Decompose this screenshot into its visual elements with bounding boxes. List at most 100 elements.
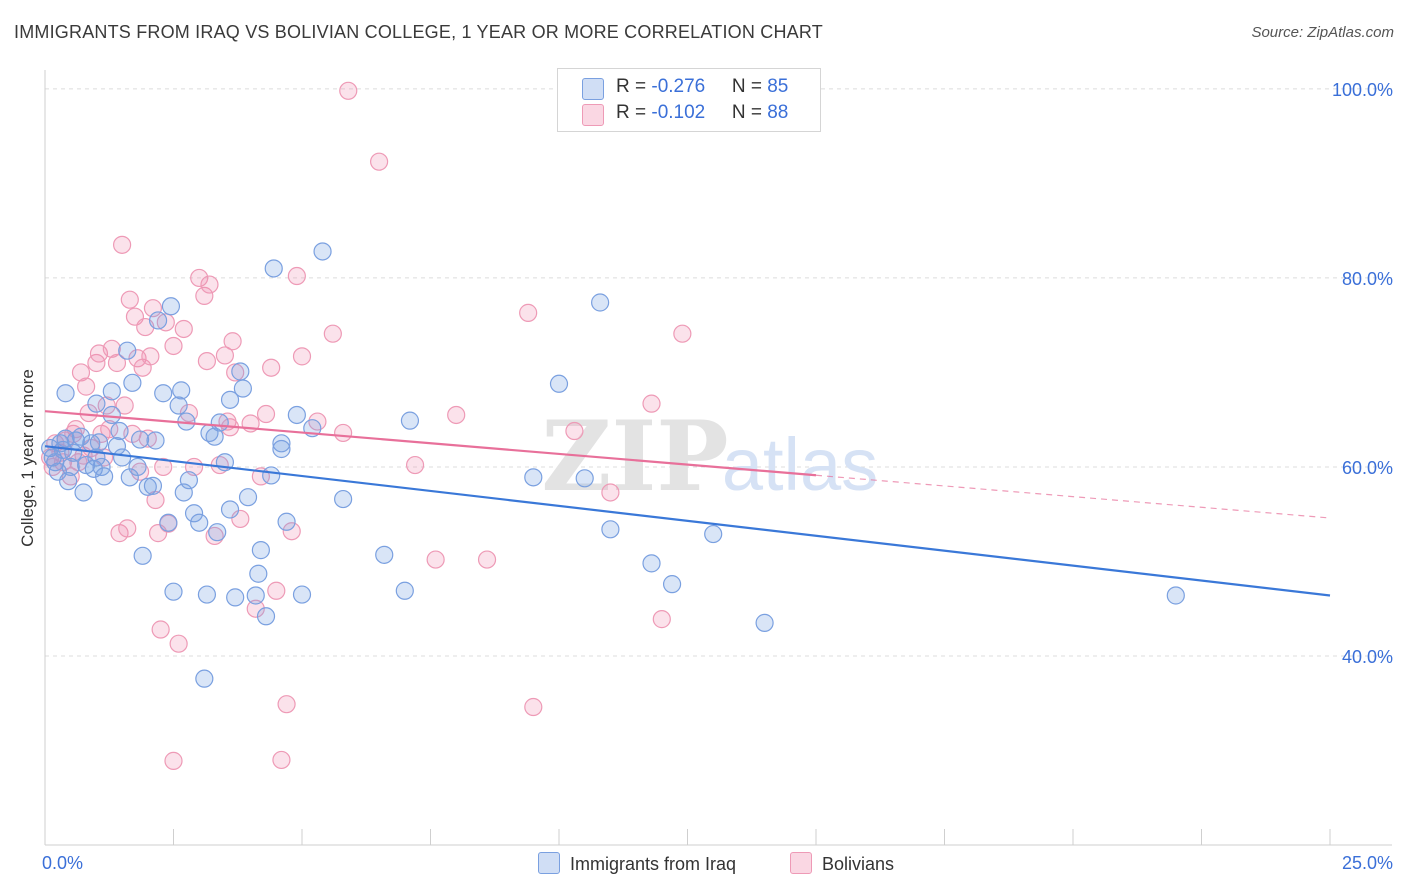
- data-point-bolivians: [673, 324, 692, 343]
- data-point-bolivians: [267, 581, 286, 600]
- data-point-iraq: [238, 488, 258, 507]
- y-axis-label: College, 1 year or more: [18, 369, 37, 547]
- data-point-iraq: [148, 311, 168, 330]
- data-point-iraq: [208, 523, 227, 542]
- data-point-bolivians: [246, 599, 265, 618]
- x-tick-labels: 0.0% 25.0%: [42, 853, 1393, 873]
- data-point-iraq: [74, 483, 93, 502]
- data-point-iraq: [334, 489, 353, 509]
- data-point-iraq: [179, 471, 199, 490]
- data-point-bolivians: [71, 363, 91, 382]
- data-point-iraq: [272, 434, 291, 453]
- data-point-iraq: [102, 382, 121, 401]
- correlation-legend: R = -0.276 N = 85 R = -0.102 N = 88: [557, 68, 821, 132]
- data-point-iraq: [112, 448, 132, 467]
- data-point-iraq: [1166, 586, 1185, 605]
- data-point-bolivians: [200, 275, 219, 294]
- legend-n-value-bolivians: 88: [767, 102, 789, 123]
- data-point-iraq: [704, 524, 723, 544]
- data-point-bolivians: [339, 81, 358, 100]
- data-point-iraq: [133, 546, 152, 565]
- data-point-iraq: [277, 512, 296, 531]
- data-point-iraq: [56, 384, 75, 403]
- data-point-iraq: [128, 457, 147, 477]
- series-bolivians-points: [41, 81, 692, 770]
- data-point-iraq: [95, 467, 114, 486]
- source-label: Source: ZipAtlas.com: [1251, 24, 1394, 41]
- y-tick-labels: 40.0% 60.0% 80.0% 100.0%: [1332, 80, 1393, 667]
- data-point-iraq: [61, 457, 80, 477]
- data-point-bolivians: [323, 324, 342, 343]
- data-point-bolivians: [118, 519, 137, 538]
- data-point-bolivians: [565, 421, 584, 441]
- data-point-bolivians: [652, 610, 671, 629]
- data-point-bolivians: [282, 522, 301, 541]
- data-point-bolivians: [164, 751, 183, 770]
- data-point-bolivians: [115, 396, 134, 415]
- data-point-iraq: [272, 439, 291, 459]
- data-point-iraq: [251, 541, 270, 560]
- data-point-iraq: [172, 381, 191, 400]
- data-point-bolivians: [102, 339, 121, 358]
- data-point-iraq: [118, 341, 137, 360]
- legend-n-label: N =: [731, 102, 768, 123]
- data-point-iraq: [591, 293, 610, 312]
- axes: [44, 70, 1392, 846]
- data-point-iraq: [110, 421, 129, 441]
- data-point-iraq: [87, 394, 106, 413]
- data-point-bolivians: [292, 347, 312, 366]
- legend-swatch-bolivians: [790, 852, 812, 874]
- data-point-bolivians: [426, 550, 445, 569]
- data-point-iraq: [400, 411, 420, 430]
- legend-item-iraq[interactable]: Immigrants from Iraq: [538, 852, 736, 875]
- data-point-bolivians: [524, 697, 543, 717]
- legend-r-label: R =: [616, 76, 652, 97]
- legend-swatch-bolivians: [582, 104, 604, 126]
- legend-r-value-iraq: -0.276: [651, 76, 706, 97]
- legend-r-value-bolivians: -0.102: [651, 102, 706, 123]
- data-point-iraq: [375, 545, 394, 564]
- data-point-iraq: [205, 427, 224, 446]
- data-point-bolivians: [272, 750, 291, 770]
- data-point-iraq: [233, 379, 252, 398]
- watermark-zip: ZIP: [541, 400, 728, 513]
- y-tick-label: 40.0%: [1342, 647, 1393, 667]
- data-point-iraq: [256, 607, 276, 626]
- legend-item-bolivians[interactable]: Bolivians: [790, 852, 894, 875]
- trendline-bolivians: [44, 410, 817, 477]
- data-point-bolivians: [174, 319, 193, 339]
- data-point-bolivians: [107, 353, 127, 373]
- legend-label-iraq: Immigrants from Iraq: [570, 854, 737, 874]
- data-point-iraq: [246, 586, 265, 605]
- data-point-iraq: [287, 405, 306, 425]
- data-point-bolivians: [223, 332, 242, 351]
- data-point-iraq: [313, 242, 332, 261]
- data-point-iraq: [755, 613, 774, 632]
- data-point-iraq: [249, 564, 268, 583]
- data-point-bolivians: [601, 483, 620, 502]
- data-point-iraq: [262, 466, 281, 485]
- data-point-iraq: [549, 374, 569, 393]
- data-point-iraq: [220, 500, 240, 519]
- data-point-bolivians: [262, 358, 281, 377]
- data-point-iraq: [143, 476, 163, 495]
- data-point-bolivians: [190, 268, 209, 288]
- data-point-iraq: [226, 588, 245, 607]
- data-point-bolivians: [130, 462, 150, 481]
- data-point-iraq: [220, 390, 240, 409]
- data-point-bolivians: [154, 457, 173, 477]
- legend-swatch-iraq: [582, 78, 604, 100]
- data-point-bolivians: [256, 404, 276, 424]
- data-point-iraq: [195, 669, 214, 688]
- y-tick-label: 100.0%: [1332, 80, 1393, 100]
- data-point-bolivians: [77, 377, 96, 396]
- legend-n-label: N =: [731, 76, 768, 97]
- x-tick-label-max: 25.0%: [1342, 853, 1393, 873]
- legend-label-bolivians: Bolivians: [822, 854, 895, 874]
- data-point-iraq: [123, 373, 142, 392]
- data-point-bolivians: [169, 634, 188, 653]
- data-point-bolivians: [334, 423, 353, 443]
- chart-title: IMMIGRANTS FROM IRAQ VS BOLIVIAN COLLEGE…: [14, 22, 823, 42]
- data-point-bolivians: [477, 550, 497, 569]
